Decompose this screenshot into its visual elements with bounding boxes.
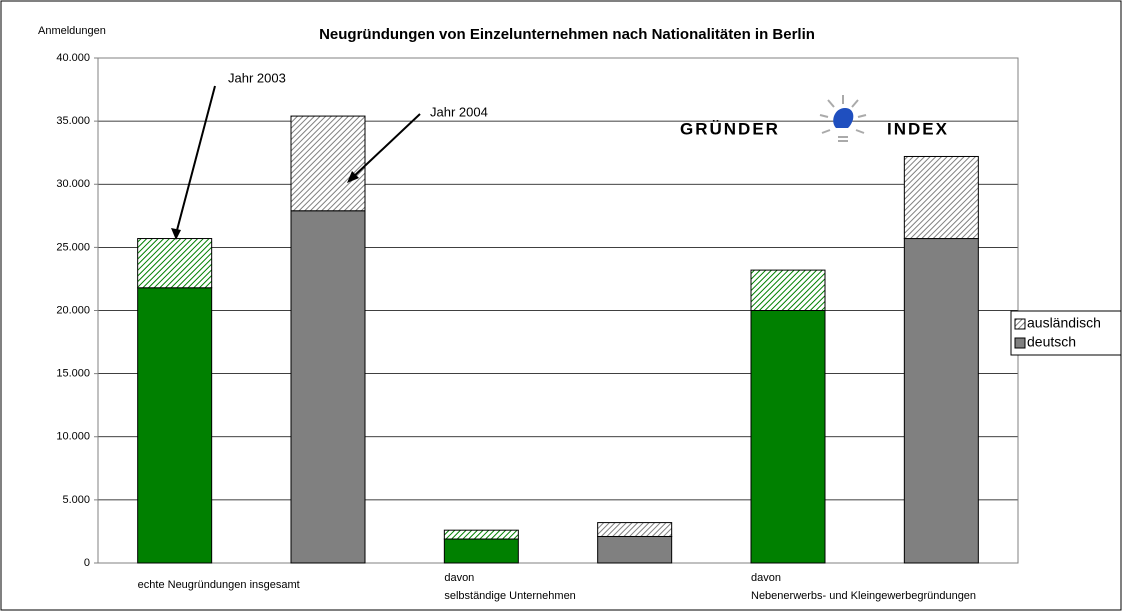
bar-segment	[290, 115, 366, 212]
arrow	[175, 85, 216, 235]
bar-segment	[597, 535, 673, 564]
bar-segment	[137, 238, 213, 289]
legend-swatch	[1014, 318, 1026, 330]
logo-text: GRÜNDER	[680, 119, 780, 138]
x-tick-label: davon	[444, 572, 474, 584]
y-tick-label: 30.000	[56, 178, 90, 190]
bar-segment	[903, 238, 979, 564]
bar-segment	[443, 538, 519, 564]
legend-label: ausländisch	[1027, 315, 1101, 331]
legend-box	[1010, 310, 1122, 356]
x-tick-label: echte Neugründungen insgesamt	[138, 579, 300, 591]
y-tick-label: 10.000	[56, 431, 90, 443]
x-tick-label: davon	[751, 572, 781, 584]
bar-segment	[443, 529, 519, 540]
y-axis-label: Anmeldungen	[38, 25, 106, 37]
annotation: Jahr 2003	[228, 70, 286, 85]
bar-segment	[750, 269, 826, 312]
y-tick-label: 20.000	[56, 304, 90, 316]
arrow	[351, 113, 421, 179]
y-tick-label: 15.000	[56, 368, 90, 380]
chart-title: Neugründungen von Einzelunternehmen nach…	[319, 26, 815, 43]
y-tick-label: 25.000	[56, 241, 90, 253]
x-tick-label: Nebenerwerbs- und Kleingewerbegründungen	[751, 590, 976, 602]
bar-segment	[597, 522, 673, 537]
legend: ausländisch deutsch	[1010, 310, 1122, 356]
x-tick-label: selbständige Unternehmen	[444, 590, 575, 602]
annotation: Jahr 2004	[430, 104, 488, 119]
y-tick-label: 35.000	[56, 115, 90, 127]
logo-icon	[833, 108, 854, 128]
logo-icon	[819, 95, 867, 142]
y-tick-label: 5.000	[62, 494, 90, 506]
y-tick-label: 0	[84, 557, 90, 569]
legend-swatch	[1014, 337, 1026, 349]
bar-segment	[750, 310, 826, 564]
logo-text: INDEX	[887, 119, 949, 138]
logo: GRÜNDER INDEX	[680, 95, 949, 142]
bar-segment	[903, 155, 979, 240]
arrowhead	[171, 228, 181, 240]
y-tick-label: 40.000	[56, 52, 90, 64]
annotations: Jahr 2003 Jahr 2004	[171, 70, 488, 240]
legend-label: deutsch	[1027, 334, 1076, 350]
bar-segment	[137, 287, 213, 564]
arrowhead	[347, 171, 359, 183]
bar-segment	[290, 210, 366, 564]
